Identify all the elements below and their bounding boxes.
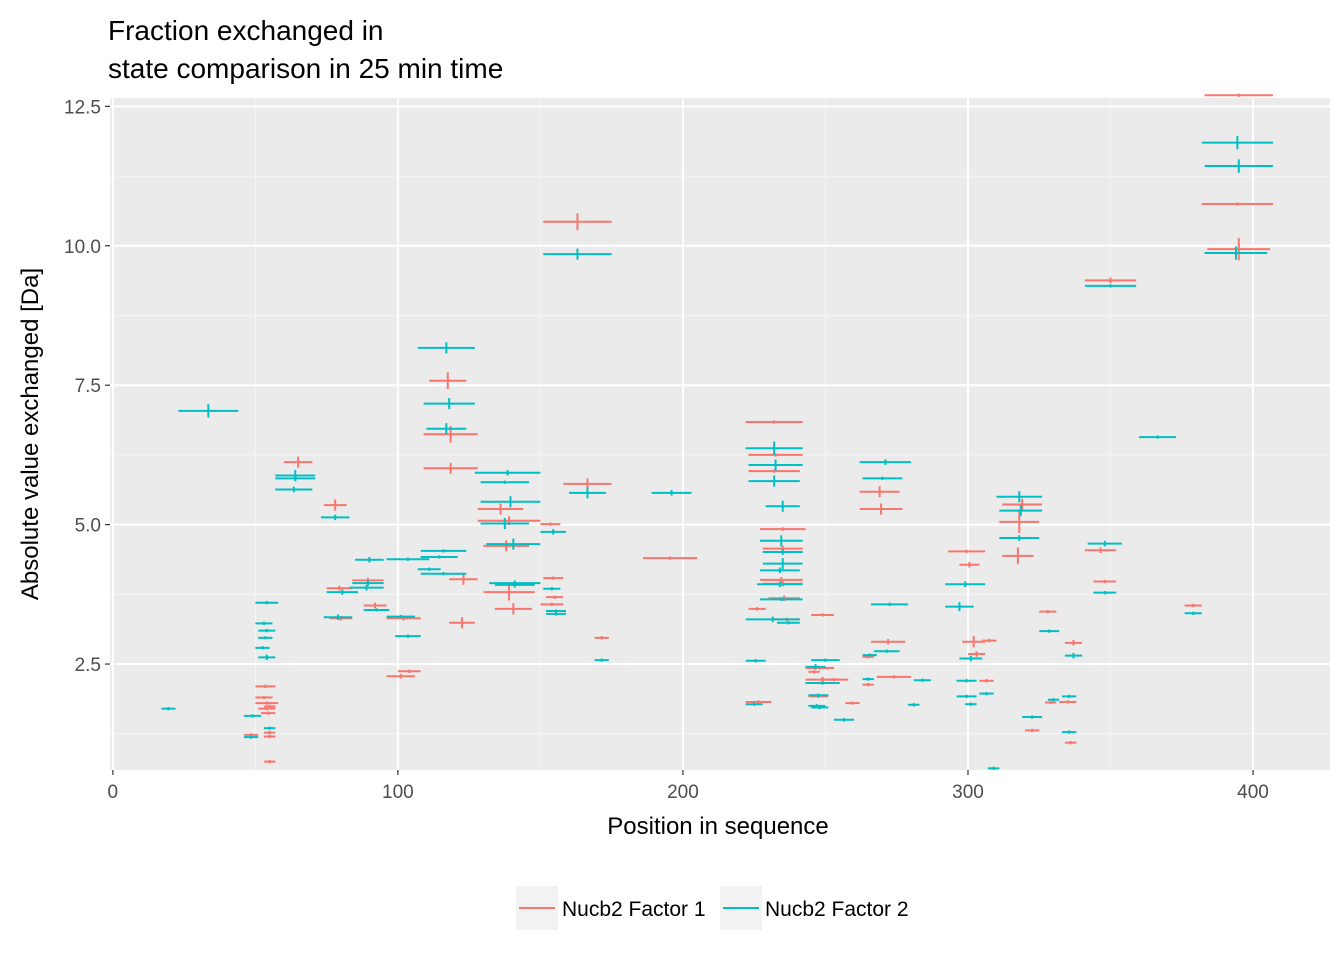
x-tick-label: 400 [1237,782,1269,803]
y-tick-label: 2.5 [75,655,101,676]
grid-minor [110,98,1330,770]
x-tick-label: 200 [667,782,699,803]
legend: Nucb2 Factor 1 Nucb2 Factor 2 [516,886,909,930]
chart-title-line-2: state comparison in 25 min time [108,53,503,84]
series-factor-2 [161,135,1273,770]
chart-title-line-1: Fraction exchanged in [108,15,384,46]
y-tick-label: 10.0 [64,237,101,258]
y-tick-label: 12.5 [64,97,101,118]
legend-label-factor-1: Nucb2 Factor 1 [562,898,706,921]
y-axis-title: Absolute value exchanged [Da] [17,268,44,600]
plot-panel [110,98,1330,770]
x-tick-label: 0 [108,782,119,803]
x-tick-label: 100 [382,782,414,803]
x-axis: 0 100 200 300 400 [108,770,1269,803]
series-factor-1 [243,93,1273,764]
y-tick-label: 5.0 [75,516,101,537]
x-tick-label: 300 [952,782,984,803]
x-axis-title: Position in sequence [607,813,828,840]
legend-label-factor-2: Nucb2 Factor 2 [765,898,909,921]
y-axis: 2.5 5.0 7.5 10.0 12.5 [64,97,110,676]
y-tick-label: 7.5 [75,376,101,397]
series-layer [161,93,1273,770]
